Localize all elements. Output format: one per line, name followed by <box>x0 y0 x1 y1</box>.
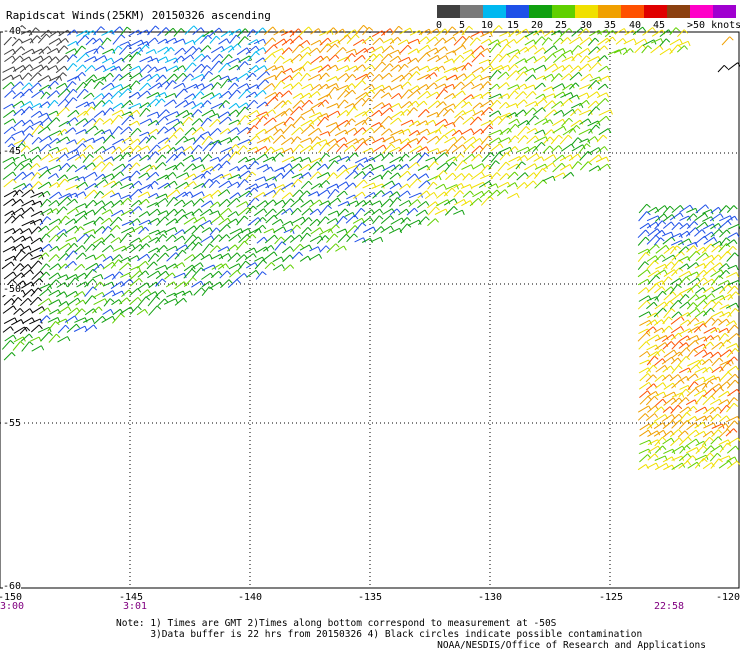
scale-label-35: 35 <box>604 20 616 31</box>
lat-label-55: -55 <box>3 419 21 429</box>
scale-swatch-6 <box>575 5 598 18</box>
footnotes: Note: 1) Times are GMT 2)Times along bot… <box>116 618 642 640</box>
scale-label-25: 25 <box>555 20 567 31</box>
lat-label-45: -45 <box>3 147 21 157</box>
scale-swatch-2 <box>483 5 506 18</box>
scale-label-0: 0 <box>436 20 442 31</box>
scale-label-10: 10 <box>481 20 493 31</box>
scale-label-40: 40 <box>629 20 641 31</box>
speed-scale-labels: 0 5 10 15 20 25 30 35 40 45 >50 knots <box>433 20 740 32</box>
scale-swatch-0 <box>437 5 460 18</box>
credit-line: NOAA/NESDIS/Office of Research and Appli… <box>437 640 706 651</box>
lon-label-130: -130 <box>478 592 502 603</box>
lat-label-50: -50 <box>3 285 21 295</box>
scale-label-15: 15 <box>507 20 519 31</box>
scale-swatch-1 <box>460 5 483 18</box>
lat-label-60: -60 <box>3 582 21 592</box>
speed-color-scale <box>437 5 736 18</box>
map-title: Rapidscat Winds(25KM) 20150326 ascending <box>6 9 271 22</box>
time-label-end: 22:58 <box>654 601 684 612</box>
scale-label-30: 30 <box>580 20 592 31</box>
scale-swatch-9 <box>644 5 667 18</box>
lon-label-135: -135 <box>358 592 382 603</box>
lon-label-125: -125 <box>599 592 623 603</box>
scale-swatch-12 <box>713 5 736 18</box>
scale-swatch-7 <box>598 5 621 18</box>
scale-swatch-8 <box>621 5 644 18</box>
footnote-line-2: 3)Data buffer is 22 hrs from 20150326 4)… <box>116 629 642 640</box>
footnote-line-1: Note: 1) Times are GMT 2)Times along bot… <box>116 618 642 629</box>
lon-label-140: -140 <box>238 592 262 603</box>
scale-swatch-10 <box>667 5 690 18</box>
lon-label-120: -120 <box>716 592 740 603</box>
scale-swatch-5 <box>552 5 575 18</box>
lat-label-40: -40 <box>3 27 21 37</box>
scale-swatch-3 <box>506 5 529 18</box>
scale-swatch-11 <box>690 5 713 18</box>
scale-label-20: 20 <box>531 20 543 31</box>
scale-label-45: 45 <box>653 20 665 31</box>
time-label-start: 3:00 <box>0 601 24 612</box>
time-label-mid: 3:01 <box>123 601 147 612</box>
scale-label-50-knots: >50 knots <box>687 20 740 31</box>
scale-label-5: 5 <box>459 20 465 31</box>
scale-swatch-4 <box>529 5 552 18</box>
